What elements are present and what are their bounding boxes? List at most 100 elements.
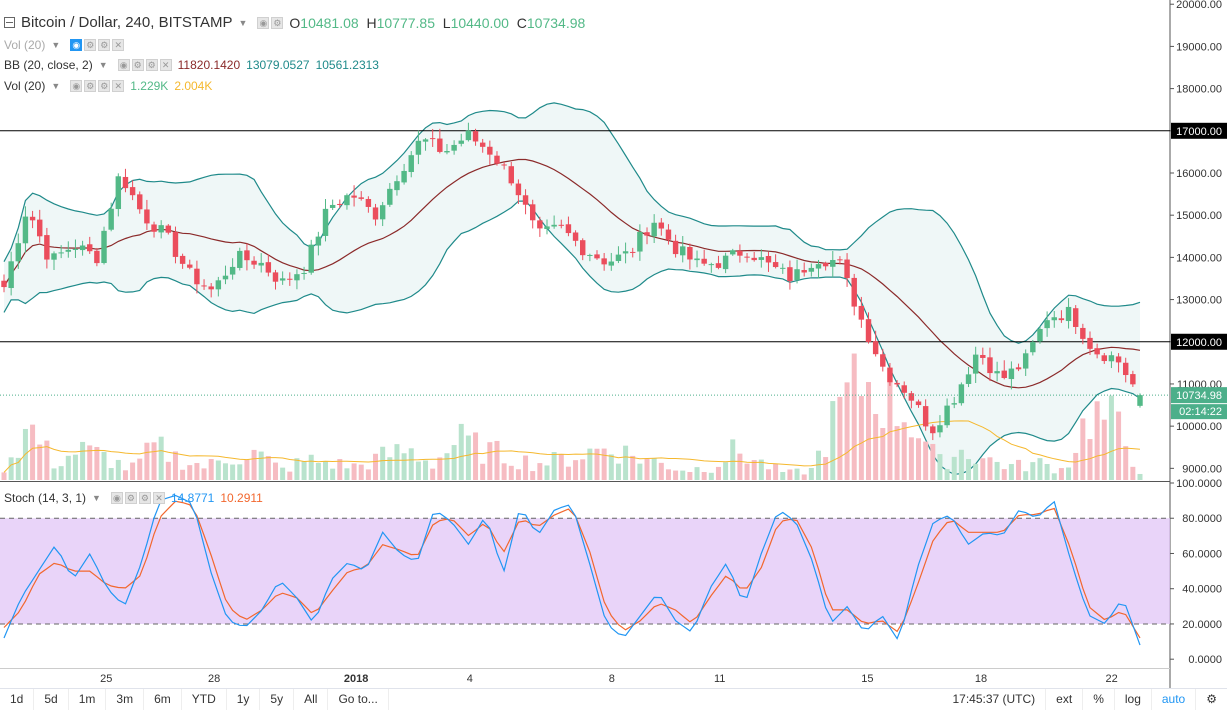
chevron-down-icon[interactable]: ▼	[238, 17, 248, 28]
settings-icon[interactable]: ⚙	[98, 80, 111, 92]
candle-body	[408, 155, 414, 173]
candle-body	[915, 401, 922, 406]
symbol-title[interactable]: Bitcoin / Dollar, 240, BITSTAMP	[21, 14, 233, 31]
volume-bar	[201, 468, 207, 480]
eye-icon[interactable]: ◉	[257, 16, 270, 29]
vol-top-label[interactable]: Vol (20)	[4, 38, 46, 52]
candle-body	[922, 406, 929, 427]
volume-bar	[830, 401, 836, 480]
percent-toggle[interactable]: %	[1082, 689, 1114, 710]
volume-bar	[587, 448, 593, 480]
candle-body	[494, 155, 500, 164]
volume-bar	[394, 444, 400, 480]
goto-button[interactable]: Go to...	[328, 689, 389, 710]
volume-bar	[387, 457, 393, 480]
eye-icon[interactable]: ◉	[110, 492, 123, 504]
volume-bar	[1130, 466, 1136, 480]
settings-icon[interactable]: ⚙	[138, 492, 151, 504]
eye-icon[interactable]: ◉	[70, 39, 83, 51]
chevron-down-icon[interactable]: ▼	[51, 81, 61, 91]
volume-bar	[458, 423, 464, 480]
range-1m[interactable]: 1m	[69, 689, 107, 710]
volume-bar	[601, 448, 607, 480]
candle-body	[980, 354, 986, 358]
volume-bar	[51, 468, 57, 480]
volume-bar	[137, 458, 143, 480]
chevron-down-icon[interactable]: ▼	[92, 493, 101, 503]
candle-body	[372, 207, 379, 220]
settings-gear-icon[interactable]: ⚙	[1195, 689, 1227, 710]
candle-body	[815, 264, 822, 269]
gear-icon[interactable]: ⚙	[124, 492, 137, 504]
close-icon[interactable]: ✕	[152, 492, 165, 504]
candle-body	[79, 245, 86, 251]
volume-bar	[923, 441, 929, 480]
time-axis-label: 28	[208, 673, 220, 685]
log-toggle[interactable]: log	[1113, 689, 1151, 710]
range-3m[interactable]: 3m	[106, 689, 145, 710]
range-all[interactable]: All	[294, 689, 329, 710]
bb-label[interactable]: BB (20, close, 2)	[4, 58, 93, 72]
vol-label[interactable]: Vol (20)	[4, 79, 46, 93]
eye-icon[interactable]: ◉	[70, 80, 83, 92]
close-icon[interactable]: ✕	[112, 80, 125, 92]
candle-body	[208, 286, 214, 290]
eye-icon[interactable]: ◉	[117, 59, 130, 71]
open-value: 10481.08	[300, 14, 359, 31]
volume-bar	[966, 459, 972, 480]
candle-body	[151, 224, 157, 232]
candle-body	[522, 195, 529, 205]
volume-bar	[451, 445, 457, 480]
stoch-tick-label: 100.0000	[1176, 478, 1222, 490]
volume-bar	[916, 438, 922, 480]
close-icon[interactable]: ✕	[112, 39, 125, 51]
volume-bar	[658, 462, 664, 480]
close-icon[interactable]: ✕	[159, 59, 172, 71]
stoch-label[interactable]: Stoch (14, 3, 1)	[4, 491, 87, 505]
volume-ma-line	[3, 420, 1141, 473]
volume-bar	[1044, 464, 1050, 480]
gear-icon[interactable]: ⚙	[271, 16, 284, 29]
range-ytd[interactable]: YTD	[182, 689, 227, 710]
auto-toggle[interactable]: auto	[1150, 689, 1195, 710]
volume-bar	[508, 465, 514, 480]
settings-icon[interactable]: ⚙	[98, 39, 111, 51]
candle-body	[179, 255, 186, 264]
chevron-down-icon[interactable]: ▼	[51, 40, 61, 50]
settings-icon[interactable]: ⚙	[145, 59, 158, 71]
range-6m[interactable]: 6m	[144, 689, 182, 710]
range-5d[interactable]: 5d	[34, 689, 69, 710]
volume-bar	[251, 449, 257, 480]
gear-icon[interactable]: ⚙	[84, 80, 97, 92]
stoch-band	[0, 518, 1170, 624]
time-axis-label: 11	[714, 673, 725, 685]
collapse-icon[interactable]	[4, 17, 15, 28]
range-1d[interactable]: 1d	[0, 689, 35, 710]
chevron-down-icon[interactable]: ▼	[98, 60, 108, 70]
candle-body	[265, 262, 272, 273]
candle-body	[694, 258, 700, 261]
candle-body	[508, 166, 514, 184]
legend-controls: ◉ ⚙	[257, 16, 284, 29]
volume-bar	[272, 462, 278, 480]
volume-bar	[323, 461, 329, 480]
candle-body	[987, 357, 993, 374]
candle-body	[765, 255, 772, 263]
gear-icon[interactable]: ⚙	[84, 39, 97, 51]
candle-body	[387, 188, 393, 205]
ext-toggle[interactable]: ext	[1045, 689, 1082, 710]
candle-body	[751, 257, 757, 261]
candle-body	[744, 256, 750, 258]
volume-bar	[151, 442, 157, 480]
current-price-badge	[1171, 387, 1227, 404]
volume-bar	[465, 435, 471, 480]
candle-body	[422, 139, 429, 142]
candle-body	[594, 254, 600, 259]
candle-body	[880, 354, 886, 367]
volume-bar	[487, 442, 493, 480]
chart-canvas[interactable]: 20000.00 19000.00 18000.00 17000.00 16000.00…	[0, 0, 1227, 688]
range-5y[interactable]: 5y	[260, 689, 295, 710]
volume-bar	[172, 451, 178, 480]
gear-icon[interactable]: ⚙	[131, 59, 144, 71]
range-1y[interactable]: 1y	[227, 689, 261, 710]
